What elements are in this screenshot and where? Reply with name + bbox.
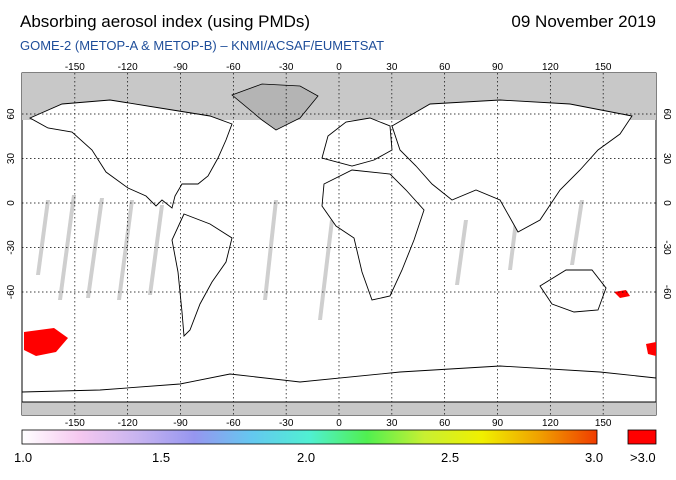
map-date: 09 November 2019: [511, 12, 656, 31]
longitude-label: -60: [226, 418, 241, 429]
orbit-gap-stripes: [36, 195, 584, 320]
longitude-label: 120: [542, 418, 559, 429]
latitude-label: 0: [6, 200, 17, 206]
africa: [321, 169, 425, 301]
longitude-label: 90: [492, 62, 504, 73]
longitude-label: -150: [65, 418, 85, 429]
latitude-labels-right: 60 30 0 -30 -60: [661, 108, 672, 299]
longitude-label: 90: [492, 418, 504, 429]
greenland: [231, 83, 319, 131]
longitude-label: -90: [173, 418, 188, 429]
longitude-labels-top: -150 -120 -90 -60 -30 0 30 60 90 120 150: [65, 62, 612, 73]
longitude-label: 30: [386, 62, 398, 73]
longitude-label: 120: [542, 62, 559, 73]
colorbar-label-1-5: 1.5: [152, 450, 171, 465]
map-title: Absorbing aerosol index (using PMDs): [20, 12, 311, 31]
latitude-label: -60: [661, 285, 672, 300]
latitude-label: -30: [6, 240, 17, 255]
graticule: [22, 73, 656, 415]
latitude-label: -30: [661, 240, 672, 255]
longitude-label: 150: [595, 418, 612, 429]
colorbar-label-2-5: 2.5: [441, 450, 460, 465]
map-subtitle: GOME-2 (METOP-A & METOP-B) – KNMI/ACSAF/…: [20, 38, 385, 53]
continent-outlines: [22, 99, 656, 403]
longitude-label: -30: [279, 418, 294, 429]
latitude-label: -60: [6, 284, 17, 299]
longitude-label: 0: [336, 418, 342, 429]
colorbar-label-1-0: 1.0: [14, 450, 33, 465]
colorbar-label-3-0: 3.0: [585, 450, 604, 465]
aerosol-patch-tasman: [646, 342, 656, 356]
colorbar-label-over: >3.0: [630, 450, 656, 465]
longitude-label: 150: [595, 62, 612, 73]
australia: [539, 269, 607, 313]
longitude-label: 0: [336, 62, 342, 73]
longitude-label: -90: [173, 62, 188, 73]
longitude-label: 60: [439, 62, 451, 73]
south-america: [171, 213, 233, 338]
latitude-label: 30: [6, 153, 17, 165]
longitude-label: -60: [226, 62, 241, 73]
longitude-label: -150: [65, 62, 85, 73]
longitude-label: 30: [386, 418, 398, 429]
latitude-label: 0: [661, 200, 672, 206]
longitude-label: -120: [118, 418, 138, 429]
europe: [321, 117, 393, 167]
longitude-label: -30: [279, 62, 294, 73]
latitude-label: 30: [661, 153, 672, 165]
north-america: [28, 99, 233, 209]
aerosol-patch-south-pacific: [24, 328, 68, 356]
colorbar: [21, 429, 598, 445]
longitude-label: -120: [118, 62, 138, 73]
longitude-labels-bottom: -150 -120 -90 -60 -30 0 30 60 90 120 150: [65, 418, 612, 429]
latitude-label: 60: [661, 108, 672, 120]
colorbar-label-2-0: 2.0: [297, 450, 316, 465]
latitude-label: 60: [6, 108, 17, 120]
colorbar-over-swatch: [627, 429, 657, 445]
longitude-label: 60: [439, 418, 451, 429]
map-content: [22, 73, 656, 415]
latitude-labels-left: 60 30 0 -30 -60: [6, 108, 17, 299]
